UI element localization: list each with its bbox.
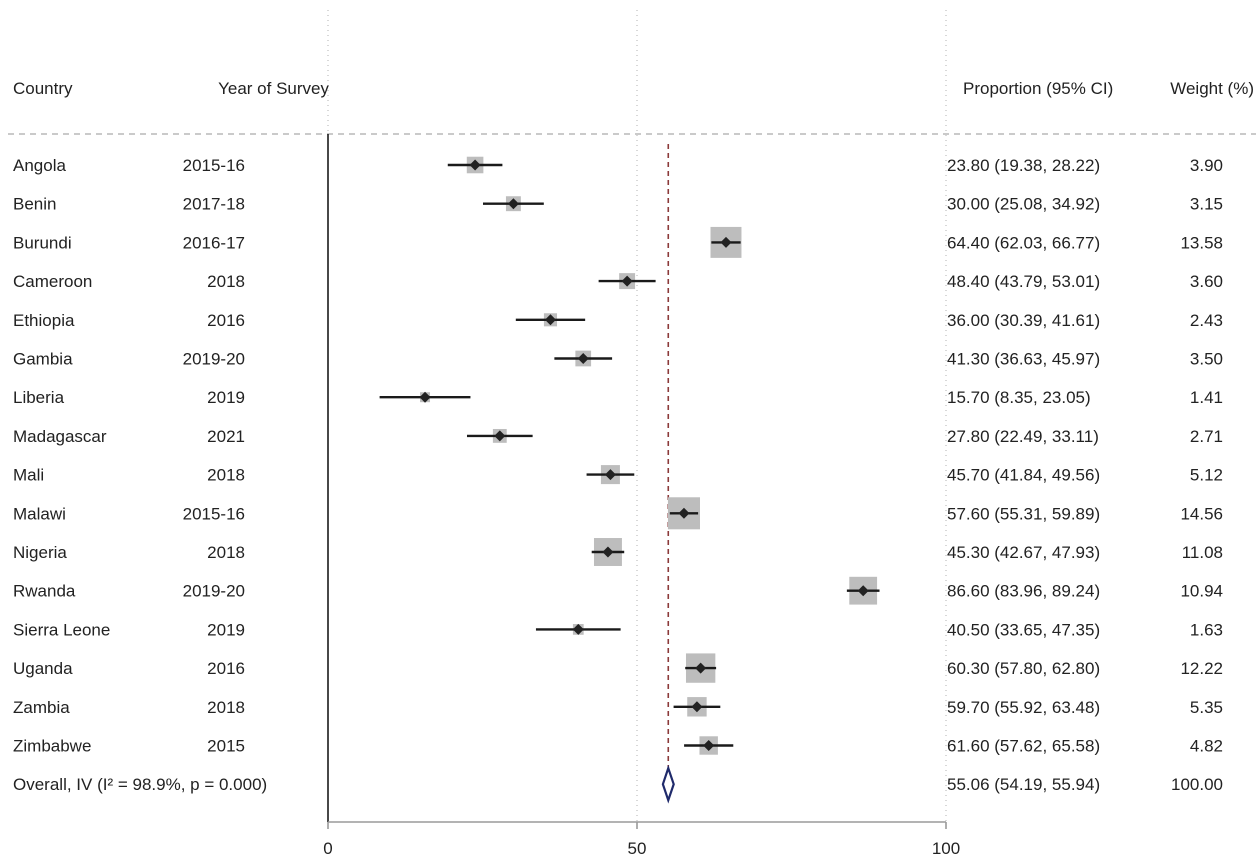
weight-text: 3.50: [1190, 350, 1223, 369]
point-estimate: [695, 662, 707, 674]
year-label: 2019-20: [183, 350, 245, 369]
point-estimate: [621, 275, 633, 287]
year-label: 2019: [207, 388, 245, 407]
point-estimate: [720, 236, 732, 248]
ci-text: 60.30 (57.80, 62.80): [947, 659, 1100, 678]
weight-text: 3.60: [1190, 272, 1223, 291]
country-label: Malawi: [13, 504, 66, 523]
weight-text: 5.35: [1190, 698, 1223, 717]
year-label: 2021: [207, 427, 245, 446]
ci-text: 36.00 (30.39, 41.61): [947, 311, 1100, 330]
country-label: Angola: [13, 156, 66, 175]
point-estimate: [544, 314, 556, 326]
weight-text: 14.56: [1180, 504, 1223, 523]
weight-text: 10.94: [1180, 582, 1223, 601]
year-label: 2015-16: [183, 504, 245, 523]
weight-text: 13.58: [1180, 233, 1223, 252]
year-label: 2015: [207, 737, 245, 756]
weight-text: 11.08: [1182, 543, 1223, 562]
point-estimate: [678, 507, 690, 519]
country-label: Burundi: [13, 233, 72, 252]
country-label: Zimbabwe: [13, 737, 91, 756]
weight-text: 12.22: [1180, 659, 1223, 678]
year-label: 2018: [207, 272, 245, 291]
year-label: 2016-17: [183, 233, 245, 252]
country-label: Benin: [13, 195, 56, 214]
gridlines: [327, 10, 947, 822]
point-estimate: [494, 430, 506, 442]
ci-text: 59.70 (55.92, 63.48): [947, 698, 1100, 717]
ci-text: 30.00 (25.08, 34.92): [947, 195, 1100, 214]
x-tick-label-50: 50: [628, 839, 647, 856]
country-label: Nigeria: [13, 543, 67, 562]
weight-text: 2.43: [1190, 311, 1223, 330]
country-label: Sierra Leone: [13, 620, 110, 639]
overall-ci-text: 55.06 (54.19, 55.94): [947, 775, 1100, 794]
point-estimate: [602, 546, 614, 558]
ci-text: 41.30 (36.63, 45.97): [947, 350, 1100, 369]
country-label: Zambia: [13, 698, 70, 717]
point-estimate: [604, 469, 616, 481]
x-tick-label-100: 100: [932, 839, 960, 856]
ci-text: 45.70 (41.84, 49.56): [947, 466, 1100, 485]
overall-label: Overall, IV (I² = 98.9%, p = 0.000): [13, 775, 267, 794]
weight-text: 1.63: [1190, 620, 1223, 639]
header-weight: Weight (%): [1170, 79, 1254, 98]
year-label: 2015-16: [183, 156, 245, 175]
weight-text: 2.71: [1190, 427, 1223, 446]
weight-text: 3.90: [1190, 156, 1223, 175]
country-label: Cameroon: [13, 272, 92, 291]
ci-text: 45.30 (42.67, 47.93): [947, 543, 1100, 562]
ci-text: 48.40 (43.79, 53.01): [947, 272, 1100, 291]
ci-text: 23.80 (19.38, 28.22): [947, 156, 1100, 175]
x-axis: 0 50 100: [323, 821, 960, 856]
point-estimate: [507, 198, 519, 210]
point-estimate: [419, 391, 431, 403]
weight-text: 3.15: [1190, 195, 1223, 214]
year-label: 2016: [207, 659, 245, 678]
country-label: Madagascar: [13, 427, 107, 446]
point-estimate: [469, 159, 481, 171]
country-label: Rwanda: [13, 582, 76, 601]
point-estimate: [577, 353, 589, 364]
ci-text: 40.50 (33.65, 47.35): [947, 620, 1100, 639]
year-label: 2017-18: [183, 195, 245, 214]
country-label: Liberia: [13, 388, 65, 407]
header-year: Year of Survey: [218, 79, 329, 98]
weight-text: 4.82: [1190, 737, 1223, 756]
country-label: Mali: [13, 466, 44, 485]
weight-text: 5.12: [1190, 466, 1223, 485]
country-label: Ethiopia: [13, 311, 75, 330]
year-label: 2018: [207, 543, 245, 562]
point-estimate: [703, 740, 715, 751]
ci-text: 61.60 (57.62, 65.58): [947, 737, 1100, 756]
header-estimate: Proportion (95% CI): [963, 79, 1113, 98]
country-label: Uganda: [13, 659, 73, 678]
year-label: 2019: [207, 620, 245, 639]
header-country: Country: [13, 79, 73, 98]
year-label: 2016: [207, 311, 245, 330]
point-estimate: [572, 623, 584, 635]
ci-text: 27.80 (22.49, 33.11): [947, 427, 1099, 446]
year-label: 2019-20: [183, 582, 245, 601]
country-label: Gambia: [13, 350, 73, 369]
point-estimate: [691, 701, 703, 713]
study-marks: [379, 144, 880, 804]
ci-text: 15.70 (8.35, 23.05): [947, 388, 1091, 407]
year-label: 2018: [207, 466, 245, 485]
overall-diamond: [661, 764, 675, 804]
ci-text: 64.40 (62.03, 66.77): [947, 233, 1100, 252]
ci-text: 86.60 (83.96, 89.24): [947, 582, 1100, 601]
ci-text: 57.60 (55.31, 59.89): [947, 504, 1100, 523]
x-tick-label-0: 0: [323, 839, 332, 856]
point-estimate: [857, 585, 869, 597]
row-labels: Angola 2015-16 23.80 (19.38, 28.22) 3.90 Ben…: [13, 156, 1223, 794]
overall-weight-text: 100.00: [1171, 775, 1223, 794]
year-label: 2018: [207, 698, 245, 717]
weight-text: 1.41: [1190, 388, 1223, 407]
